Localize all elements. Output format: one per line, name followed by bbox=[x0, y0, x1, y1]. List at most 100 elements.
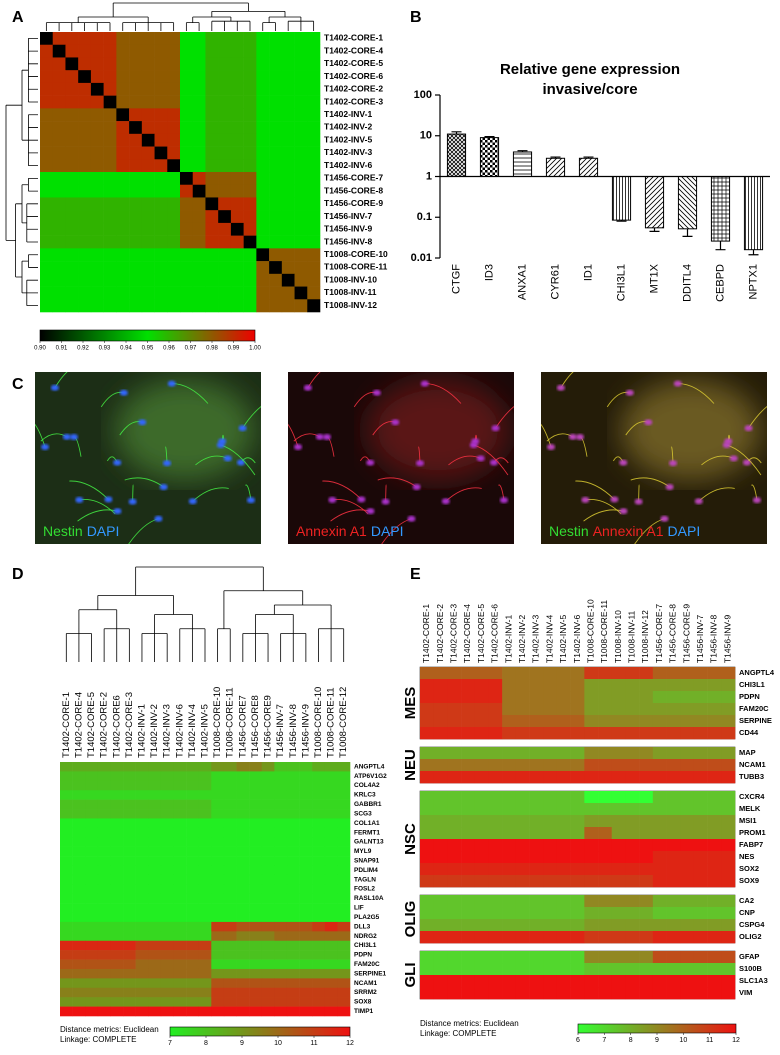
heatmap-cell bbox=[60, 846, 73, 857]
heatmap-cell bbox=[110, 837, 124, 847]
heatmap-cell bbox=[236, 856, 250, 866]
heatmap-cell bbox=[116, 133, 130, 147]
heatmap-cell bbox=[286, 809, 300, 819]
heatmap-cell bbox=[598, 703, 613, 716]
heatmap-cell bbox=[299, 837, 313, 847]
heatmap-cell bbox=[218, 70, 232, 84]
heatmap-cell bbox=[154, 57, 168, 71]
heatmap-cell bbox=[40, 82, 54, 96]
heatmap-cell bbox=[135, 790, 149, 800]
heatmap-cell bbox=[40, 261, 54, 275]
heatmap-cell bbox=[78, 82, 92, 96]
heatmap-cell bbox=[502, 791, 517, 804]
heatmap-cell bbox=[110, 874, 124, 885]
heatmap-cell bbox=[281, 95, 295, 109]
heatmap-cell bbox=[286, 846, 300, 857]
cell-process bbox=[445, 487, 482, 502]
heatmap-cell bbox=[299, 827, 313, 838]
heatmap-cell bbox=[281, 286, 295, 300]
heatmap-cell bbox=[148, 809, 162, 819]
row-label: T1456-CORE-9 bbox=[324, 198, 383, 208]
heatmap-cell bbox=[570, 771, 585, 784]
heatmap-cell bbox=[584, 839, 599, 852]
heatmap-cell bbox=[274, 987, 288, 998]
heatmap-cell bbox=[198, 903, 212, 913]
heatmap-cell bbox=[556, 907, 571, 920]
heatmap-cell bbox=[154, 273, 168, 287]
heatmap-cell bbox=[529, 727, 544, 740]
heatmap-cell bbox=[173, 1006, 187, 1017]
heatmap-cell bbox=[461, 963, 476, 976]
heatmap-cell bbox=[205, 146, 219, 160]
column-label: T1008-INV-11 bbox=[627, 610, 637, 663]
row-label: T1402-CORE-4 bbox=[324, 45, 383, 55]
heatmap-cell bbox=[160, 893, 174, 904]
heatmap-cell bbox=[148, 903, 162, 913]
heatmap-cell bbox=[543, 907, 558, 920]
heatmap-cell bbox=[97, 865, 111, 876]
heatmap-cell bbox=[65, 44, 79, 58]
heatmap-cell bbox=[97, 950, 111, 960]
heatmap-cell bbox=[707, 895, 722, 908]
heatmap-cell bbox=[307, 184, 321, 198]
column-label: T1402-INV-2 bbox=[517, 615, 527, 663]
heatmap-cell bbox=[85, 762, 99, 772]
heatmap-cell bbox=[639, 727, 654, 740]
row-label: FAM20C bbox=[739, 704, 769, 713]
heatmap-cell bbox=[502, 895, 517, 908]
heatmap-cell bbox=[65, 82, 79, 96]
heatmap-cell bbox=[652, 863, 667, 876]
y-tick-label: 1 bbox=[426, 170, 432, 182]
column-label: T1008-INV-12 bbox=[640, 610, 650, 663]
heatmap-cell bbox=[269, 222, 283, 236]
heatmap-cell bbox=[721, 791, 736, 804]
heatmap-cell bbox=[261, 846, 275, 857]
row-label: T1402-CORE-2 bbox=[324, 84, 383, 94]
heatmap-cell bbox=[52, 210, 66, 224]
heatmap-cell bbox=[110, 987, 124, 998]
heatmap-cell bbox=[110, 968, 124, 979]
heatmap-cell bbox=[307, 210, 321, 224]
row-label: CA2 bbox=[739, 896, 754, 905]
heatmap-cell bbox=[230, 286, 244, 300]
heatmap-cell bbox=[515, 715, 530, 728]
heatmap-cell bbox=[148, 874, 162, 885]
heatmap-cell bbox=[447, 803, 462, 816]
colorbar-tick-label: 11 bbox=[310, 1040, 317, 1047]
heatmap-cell bbox=[40, 146, 54, 160]
heatmap-cell bbox=[230, 82, 244, 96]
heatmap-cell bbox=[60, 931, 73, 942]
heatmap-cell bbox=[447, 975, 462, 988]
heatmap-cell bbox=[97, 968, 111, 979]
row-label: PDPN bbox=[354, 952, 372, 959]
colorbar-tick-label: 0.92 bbox=[77, 346, 89, 352]
heatmap-cell bbox=[249, 893, 263, 904]
heatmap-cell bbox=[123, 978, 136, 989]
nucleus bbox=[407, 515, 416, 522]
heatmap-cell bbox=[680, 851, 695, 864]
heatmap-cell bbox=[680, 827, 695, 840]
diagonal-cell bbox=[218, 210, 232, 224]
heatmap-cell bbox=[584, 863, 599, 876]
heatmap-cell bbox=[584, 875, 599, 888]
group-label: MES bbox=[402, 687, 419, 720]
heatmap-cell bbox=[584, 803, 599, 816]
heatmap-cell bbox=[211, 799, 225, 810]
heatmap-cell bbox=[198, 780, 212, 791]
diagonal-cell bbox=[103, 95, 117, 109]
heatmap-cell bbox=[192, 44, 206, 58]
column-label: T1456-INV-8 bbox=[288, 704, 299, 758]
nucleus bbox=[119, 389, 128, 396]
heatmap-cell bbox=[243, 197, 257, 211]
heatmap-cell bbox=[230, 248, 244, 262]
heatmap-cell bbox=[218, 133, 232, 147]
row-label: COL1A1 bbox=[354, 820, 380, 827]
heatmap-cell bbox=[529, 759, 544, 772]
nucleus bbox=[167, 380, 176, 387]
heatmap-cell bbox=[312, 968, 326, 979]
heatmap-cell bbox=[205, 273, 219, 287]
heatmap-cell bbox=[299, 903, 313, 913]
heatmap-cell bbox=[60, 762, 73, 772]
heatmap-cell bbox=[103, 121, 117, 135]
heatmap-cell bbox=[420, 667, 434, 680]
